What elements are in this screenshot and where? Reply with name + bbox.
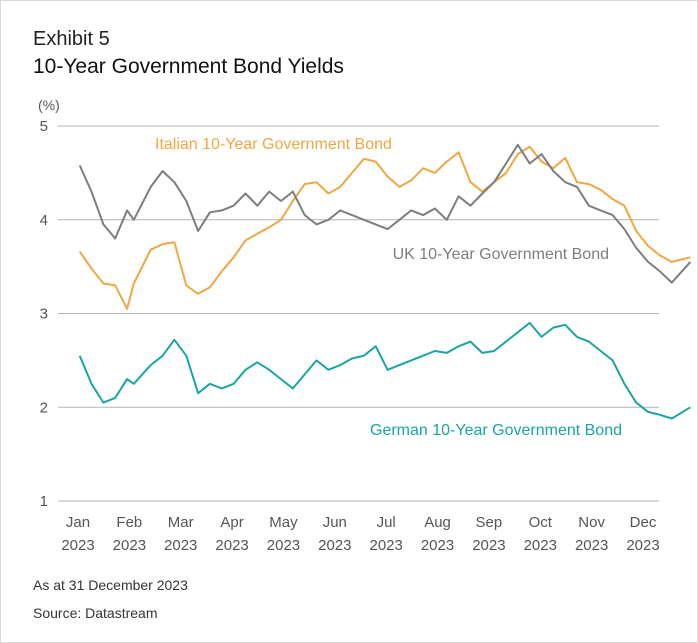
german-10-year-government-bond-label: German 10-Year Government Bond xyxy=(370,422,622,439)
y-tick-label: 3 xyxy=(40,306,48,323)
x-tick-month: Jun xyxy=(323,514,347,531)
y-tick-label: 2 xyxy=(40,399,48,416)
x-tick-year: 2023 xyxy=(318,537,351,554)
chart-title: 10-Year Government Bond Yields xyxy=(33,55,344,78)
source-note: Source: Datastream xyxy=(33,605,158,621)
as-at-note: As at 31 December 2023 xyxy=(33,577,188,593)
y-tick-label: 5 xyxy=(40,118,48,135)
x-tick-year: 2023 xyxy=(524,537,557,554)
uk-10-year-government-bond-label: UK 10-Year Government Bond xyxy=(393,246,609,263)
x-tick-month: Oct xyxy=(529,514,553,531)
x-tick-month: Sep xyxy=(476,514,503,531)
x-tick-year: 2023 xyxy=(626,537,659,554)
x-tick-month: May xyxy=(269,514,298,531)
x-tick-year: 2023 xyxy=(113,537,146,554)
x-tick-year: 2023 xyxy=(215,537,248,554)
german-10-year-government-bond-line xyxy=(78,321,691,420)
x-tick-month: Nov xyxy=(578,514,605,531)
x-tick-year: 2023 xyxy=(369,537,402,554)
y-tick-label: 4 xyxy=(40,212,48,229)
italian-10-year-government-bond-line xyxy=(78,145,691,310)
x-tick-month: Jan xyxy=(66,514,90,531)
x-tick-month: Mar xyxy=(168,514,194,531)
x-tick-year: 2023 xyxy=(61,537,94,554)
italian-10-year-government-bond-label: Italian 10-Year Government Bond xyxy=(155,136,392,153)
x-tick-month: Feb xyxy=(116,514,142,531)
exhibit-number: Exhibit 5 xyxy=(33,28,110,50)
y-tick-label: 1 xyxy=(40,493,48,510)
x-tick-month: Dec xyxy=(630,514,657,531)
x-tick-year: 2023 xyxy=(472,537,505,554)
x-tick-year: 2023 xyxy=(575,537,608,554)
x-tick-year: 2023 xyxy=(164,537,197,554)
uk-10-year-government-bond-line xyxy=(78,143,692,284)
x-tick-month: Aug xyxy=(424,514,451,531)
x-tick-month: Apr xyxy=(220,514,243,531)
x-tick-year: 2023 xyxy=(267,537,300,554)
x-tick-month: Jul xyxy=(377,514,396,531)
y-axis-unit: (%) xyxy=(38,97,60,113)
x-tick-year: 2023 xyxy=(421,537,454,554)
